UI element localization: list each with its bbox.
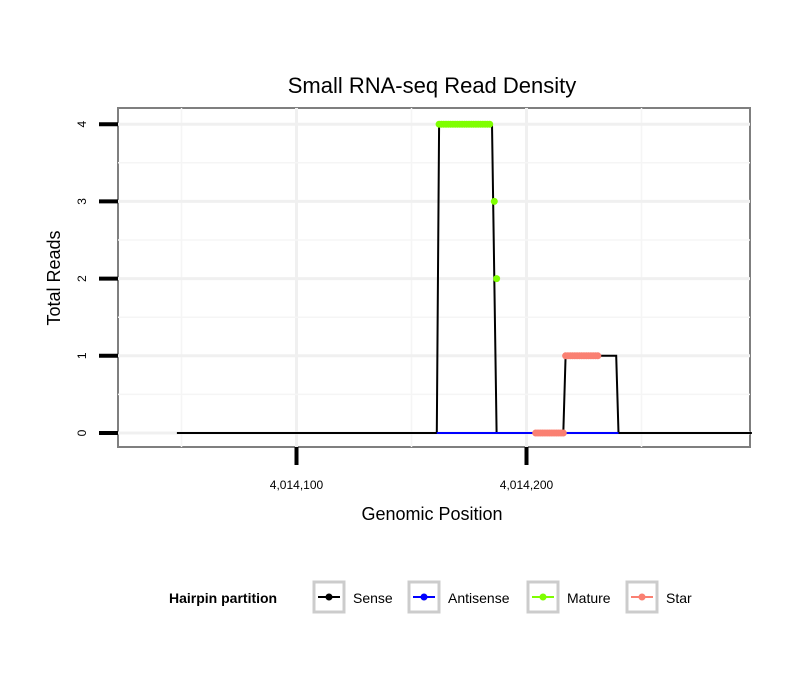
chart-title: Small RNA-seq Read Density [288,73,577,98]
legend-label-antisense: Antisense [448,590,510,606]
y-tick-label: 0 [75,429,89,436]
legend-label-mature: Mature [567,590,611,606]
y-axis: 0 1 2 3 4 [75,121,118,436]
data-point-mature [493,275,501,283]
legend-label-sense: Sense [353,590,393,606]
data-point-star [559,429,567,437]
legend-title: Hairpin partition [169,590,277,606]
x-axis-title: Genomic Position [361,504,502,524]
legend-dot-star [638,593,646,601]
x-tick-label: 4,014,200 [500,478,554,492]
legend-dot-mature [539,593,547,601]
data-point-mature [486,120,494,128]
legend-dot-antisense [420,593,428,601]
legend-label-star: Star [666,590,692,606]
legend: Hairpin partition Sense Antisense Mature St… [169,580,692,614]
x-tick-label: 4,014,100 [270,478,324,492]
legend-dot-sense [325,593,333,601]
data-point-star [594,352,602,360]
y-tick-label: 1 [75,352,89,359]
y-tick-label: 3 [75,198,89,205]
series-layer [176,120,752,437]
y-tick-label: 2 [75,275,89,282]
x-axis: 4,014,100 4,014,200 [270,447,554,492]
data-point-mature [490,197,498,205]
y-axis-title: Total Reads [44,230,64,325]
y-tick-label: 4 [75,121,89,128]
